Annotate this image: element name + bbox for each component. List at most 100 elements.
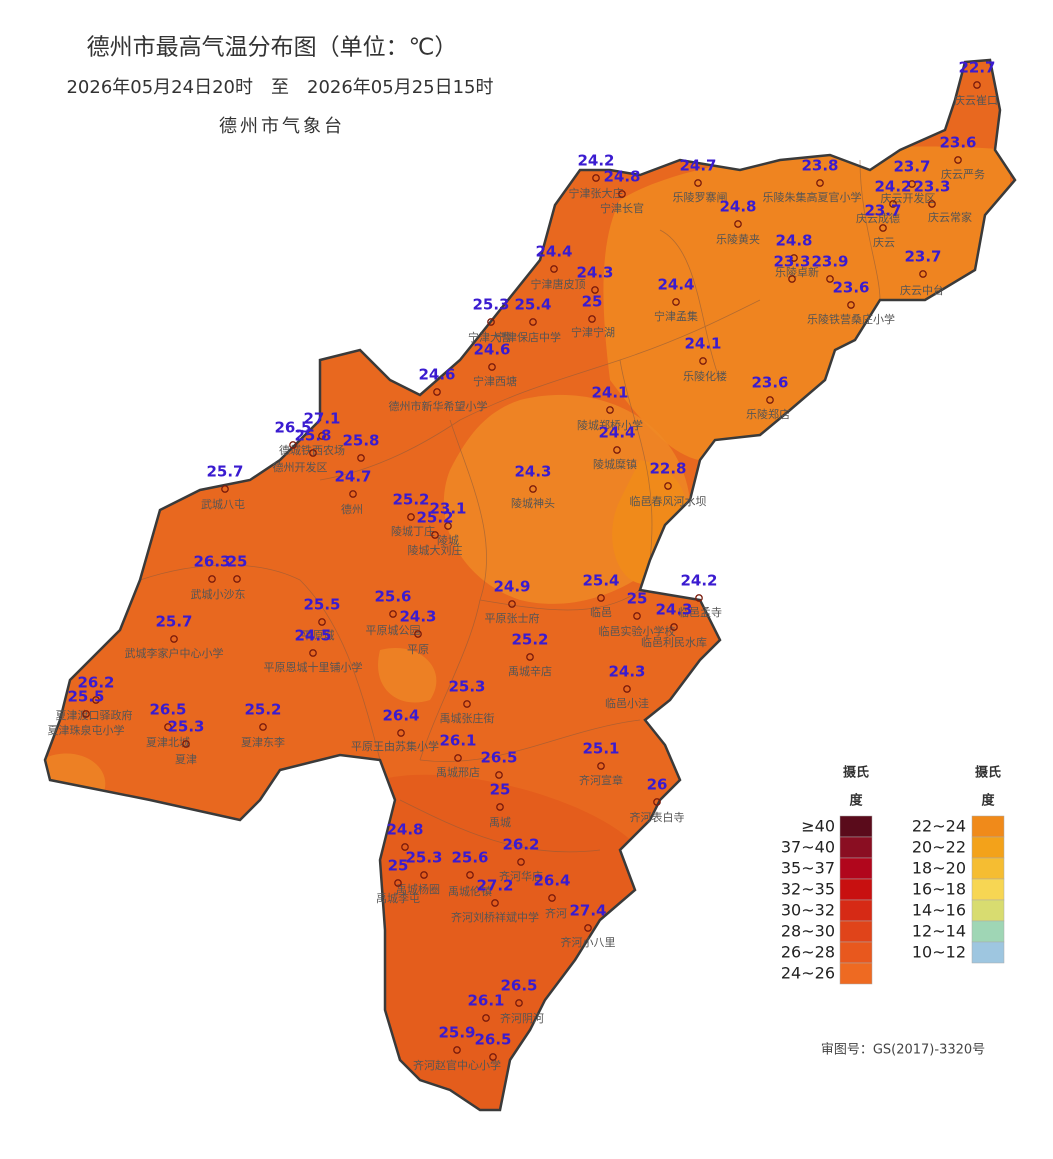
station-name: 宁津孟集 <box>654 309 698 323</box>
station-value: 26.5 <box>500 977 537 995</box>
station-name: 齐河刘桥祥斌中学 <box>451 910 539 924</box>
station-dot <box>606 406 614 414</box>
station-value: 26.2 <box>77 674 114 692</box>
station-dot <box>309 449 317 457</box>
station-name: 禹城邢店 <box>436 765 480 779</box>
legend-label: 14~16 <box>912 901 966 920</box>
station-name: 临邑小洼 <box>605 696 649 710</box>
station-name: 齐河宣章 <box>579 773 623 787</box>
station-dot <box>508 600 516 608</box>
station-value: 25.3 <box>472 296 509 314</box>
station-value: 27.2 <box>476 877 513 895</box>
station-dot <box>919 270 927 278</box>
station-value: 25.3 <box>167 718 204 736</box>
legend-swatch <box>839 920 873 943</box>
station-value: 25.4 <box>582 572 619 590</box>
station-name: 禹城 <box>489 816 511 829</box>
station-value: 27.4 <box>569 902 606 920</box>
station-dot <box>790 254 798 262</box>
station-dot <box>588 315 596 323</box>
station-dot <box>389 610 397 618</box>
station-value: 25 <box>627 590 648 608</box>
station-value: 23.7 <box>904 248 941 266</box>
station-value: 25.4 <box>514 296 551 314</box>
station-name: 齐河表白寺 <box>630 810 685 824</box>
period: 2026年05月24日20时 至 2026年05月25日15时 <box>66 77 493 98</box>
station-value: 23.6 <box>751 374 788 392</box>
legend-label: 20~22 <box>912 838 966 857</box>
station-name: 齐河华店 <box>499 869 543 883</box>
station-name: 平原城公园 <box>366 624 421 637</box>
station-dot <box>592 174 600 182</box>
station-value: 25.6 <box>374 588 411 606</box>
station-dot <box>444 522 452 530</box>
station-dot <box>517 858 525 866</box>
station-name: 庆云崔口 <box>954 93 998 107</box>
station-dot <box>973 81 981 89</box>
station-dot <box>401 843 409 851</box>
station-value: 24.3 <box>399 608 436 626</box>
station-value: 23.7 <box>864 202 901 220</box>
station-dot <box>318 432 326 440</box>
approval-number: 审图号：GS(2017)-3320号 <box>821 1043 985 1058</box>
station-value: 23.1 <box>429 500 466 518</box>
station-value: 24.2 <box>680 572 717 590</box>
station-dot <box>164 723 172 731</box>
title: 德州市最高气温分布图（单位：℃） <box>87 35 458 61</box>
station-value: 25.5 <box>67 688 104 706</box>
legend-swatch <box>839 941 873 964</box>
station-dot <box>466 871 474 879</box>
station-value: 25.3 <box>448 678 485 696</box>
station-name: 夏津东李 <box>241 735 285 749</box>
district-boundaries <box>139 159 881 853</box>
boundary <box>43 58 1017 1112</box>
station-value: 24.2 <box>874 178 911 196</box>
station-name: 齐河阴河 <box>500 1011 544 1025</box>
station-value: 24.8 <box>603 168 640 186</box>
legend-unit: 度 <box>849 793 863 809</box>
station-name: 德州 <box>341 502 363 516</box>
station-name: 陵城丁庄 <box>391 524 435 538</box>
station-dot <box>394 879 402 887</box>
station-name: 武城小沙东 <box>191 588 246 601</box>
station-dot <box>664 482 672 490</box>
station-value: 24.1 <box>591 384 628 402</box>
station-dot <box>584 924 592 932</box>
station-dot <box>433 388 441 396</box>
station-dot <box>233 575 241 583</box>
station-value: 25.7 <box>206 463 243 481</box>
station-dot <box>928 200 936 208</box>
station-value: 25.9 <box>438 1024 475 1042</box>
station-dot <box>613 446 621 454</box>
station-value: 26.5 <box>474 1031 511 1049</box>
legend-label: 24~26 <box>781 964 835 983</box>
station-name: 乐陵卓新 <box>775 265 819 279</box>
station-value: 23.3 <box>773 253 810 271</box>
legend-label: 16~18 <box>912 880 966 899</box>
station-dot <box>289 441 297 449</box>
station-value: 23.6 <box>939 134 976 152</box>
station-dot <box>766 396 774 404</box>
station-dot <box>414 630 422 638</box>
station-value: 25.8 <box>342 432 379 450</box>
station-value: 24.8 <box>386 821 423 839</box>
legend-unit: 度 <box>981 793 995 809</box>
station-name: 平原张士府 <box>485 611 540 625</box>
station-value: 26.4 <box>533 872 570 890</box>
station-dot <box>491 899 499 907</box>
legend-label: 10~12 <box>912 943 966 962</box>
station-value: 24.4 <box>598 424 635 442</box>
station-dot <box>633 612 641 620</box>
station-name: 陵城糜镇 <box>593 457 637 471</box>
station-dot <box>420 871 428 879</box>
station-dot <box>879 224 887 232</box>
station-value: 26.4 <box>382 707 419 725</box>
station-dot <box>259 723 267 731</box>
station-name: 宁津张大庄 <box>569 186 624 200</box>
station-dot <box>529 318 537 326</box>
legend-label: 30~32 <box>781 901 835 920</box>
station-name: 平原 <box>407 643 429 656</box>
station-name: 德州开发区 <box>273 460 328 474</box>
station-dot <box>788 275 796 283</box>
legend-label: 12~14 <box>912 922 966 941</box>
